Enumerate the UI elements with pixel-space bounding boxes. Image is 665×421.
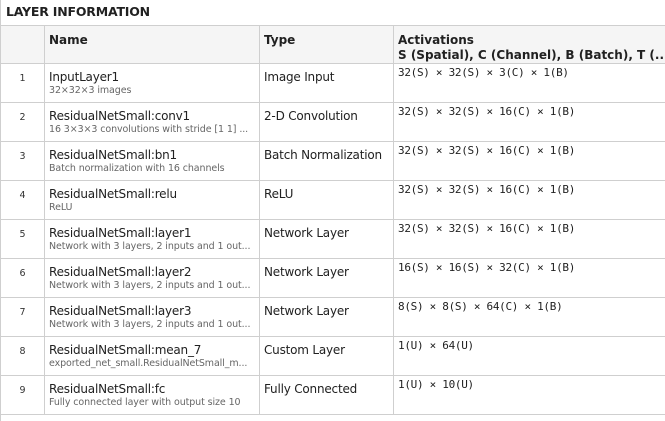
layer-description: ReLU <box>49 202 73 213</box>
layer-name-cell: InputLayer1 32×32×3 images <box>44 63 260 103</box>
layer-type: Batch Normalization <box>259 141 394 181</box>
column-header-name[interactable]: Name <box>44 25 260 64</box>
layer-activations: 32(S) × 32(S) × 16(C) × 1(B) <box>393 180 665 220</box>
layer-name: ResidualNetSmall:layer1 <box>49 226 192 240</box>
layer-type: ReLU <box>259 180 394 220</box>
layer-type: Fully Connected <box>259 375 394 415</box>
row-index: 6 <box>0 258 45 298</box>
table-row[interactable]: 1 InputLayer1 32×32×3 images Image Input … <box>0 63 665 103</box>
layer-description: exported_net_small.ResidualNetSmall_m... <box>49 358 248 369</box>
layer-name: ResidualNetSmall:mean_7 <box>49 343 202 357</box>
layer-name-cell: ResidualNetSmall:relu ReLU <box>44 180 260 220</box>
table-row[interactable]: 6 ResidualNetSmall:layer2 Network with 3 … <box>0 258 665 298</box>
layer-name: ResidualNetSmall:relu <box>49 187 177 201</box>
layer-name-cell: ResidualNetSmall:layer2 Network with 3 la… <box>44 258 260 298</box>
layer-description: Network with 3 layers, 2 inputs and 1 ou… <box>49 319 251 330</box>
row-index: 4 <box>0 180 45 220</box>
layer-type: Network Layer <box>259 297 394 337</box>
row-index: 8 <box>0 336 45 376</box>
layer-name: ResidualNetSmall:layer2 <box>49 265 192 279</box>
table-row[interactable]: 5 ResidualNetSmall:layer1 Network with 3 … <box>0 219 665 259</box>
layer-table: Name Type Activations S (Spatial), C (Ch… <box>0 25 665 415</box>
layer-name-cell: ResidualNetSmall:bn1 Batch normalization … <box>44 141 260 181</box>
layer-description: Batch normalization with 16 channels <box>49 163 225 174</box>
activations-sublabel: S (Spatial), C (Channel), B (Batch), T (… <box>398 48 665 62</box>
layer-name-cell: ResidualNetSmall:fc Fully connected layer… <box>44 375 260 415</box>
row-index: 1 <box>0 63 45 103</box>
layer-name: ResidualNetSmall:bn1 <box>49 148 177 162</box>
row-index: 5 <box>0 219 45 259</box>
column-header-index[interactable] <box>0 25 45 64</box>
table-row[interactable]: 8 ResidualNetSmall:mean_7 exported_net_sm… <box>0 336 665 376</box>
layer-description: 32×32×3 images <box>49 85 132 96</box>
layer-name-cell: ResidualNetSmall:layer3 Network with 3 la… <box>44 297 260 337</box>
table-row[interactable]: 3 ResidualNetSmall:bn1 Batch normalizatio… <box>0 141 665 181</box>
layer-name-cell: ResidualNetSmall:layer1 Network with 3 la… <box>44 219 260 259</box>
table-row[interactable]: 2 ResidualNetSmall:conv1 16 3×3×3 convolu… <box>0 102 665 142</box>
layer-type: Network Layer <box>259 258 394 298</box>
layer-activations: 1(U) × 64(U) <box>393 336 665 376</box>
layer-activations: 16(S) × 16(S) × 32(C) × 1(B) <box>393 258 665 298</box>
layer-activations: 1(U) × 10(U) <box>393 375 665 415</box>
layer-activations: 32(S) × 32(S) × 16(C) × 1(B) <box>393 102 665 142</box>
layer-activations: 32(S) × 32(S) × 16(C) × 1(B) <box>393 219 665 259</box>
layer-activations: 8(S) × 8(S) × 64(C) × 1(B) <box>393 297 665 337</box>
activations-label: Activations <box>398 33 474 47</box>
table-header: Name Type Activations S (Spatial), C (Ch… <box>0 25 665 64</box>
layer-name: ResidualNetSmall:fc <box>49 382 166 396</box>
row-index: 3 <box>0 141 45 181</box>
layer-type: Network Layer <box>259 219 394 259</box>
table-row[interactable]: 7 ResidualNetSmall:layer3 Network with 3 … <box>0 297 665 337</box>
column-header-type[interactable]: Type <box>259 25 394 64</box>
layer-activations: 32(S) × 32(S) × 16(C) × 1(B) <box>393 141 665 181</box>
layer-description: Fully connected layer with output size 1… <box>49 397 241 408</box>
column-header-activations[interactable]: Activations S (Spatial), C (Channel), B … <box>393 25 665 64</box>
row-index: 9 <box>0 375 45 415</box>
section-title: LAYER INFORMATION <box>6 4 150 19</box>
layer-name: ResidualNetSmall:conv1 <box>49 109 190 123</box>
layer-name-cell: ResidualNetSmall:mean_7 exported_net_smal… <box>44 336 260 376</box>
layer-type: 2-D Convolution <box>259 102 394 142</box>
table-row[interactable]: 9 ResidualNetSmall:fc Fully connected lay… <box>0 375 665 415</box>
layer-name: InputLayer1 <box>49 70 119 84</box>
layer-name: ResidualNetSmall:layer3 <box>49 304 192 318</box>
layer-description: Network with 3 layers, 2 inputs and 1 ou… <box>49 241 251 252</box>
table-row[interactable]: 4 ResidualNetSmall:relu ReLU ReLU 32(S) ×… <box>0 180 665 220</box>
layer-name-cell: ResidualNetSmall:conv1 16 3×3×3 convoluti… <box>44 102 260 142</box>
layer-type: Image Input <box>259 63 394 103</box>
row-index: 2 <box>0 102 45 142</box>
layer-description: 16 3×3×3 convolutions with stride [1 1] … <box>49 124 249 135</box>
layer-activations: 32(S) × 32(S) × 3(C) × 1(B) <box>393 63 665 103</box>
layer-description: Network with 3 layers, 2 inputs and 1 ou… <box>49 280 251 291</box>
row-index: 7 <box>0 297 45 337</box>
layer-type: Custom Layer <box>259 336 394 376</box>
